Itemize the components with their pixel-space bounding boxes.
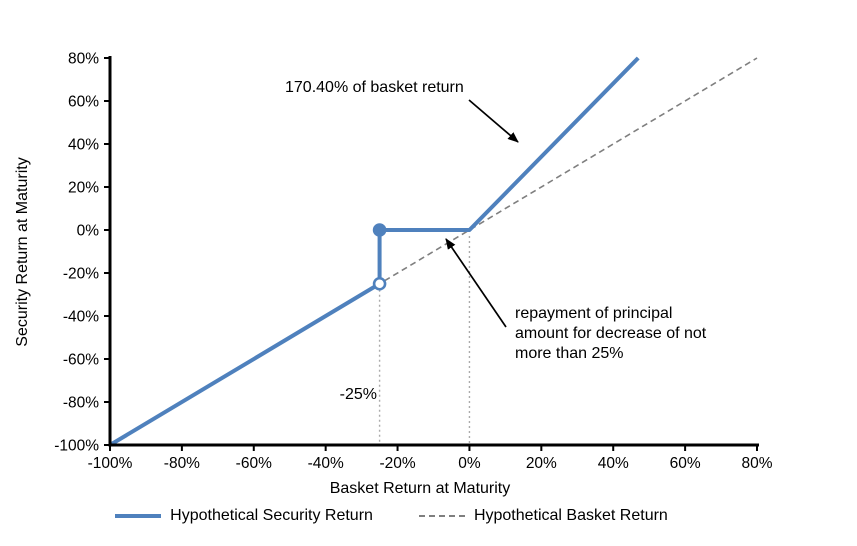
legend-swatch-solid-line — [115, 514, 162, 518]
x-tick-label: 60% — [670, 455, 701, 472]
y-tick-label: 20% — [68, 180, 99, 197]
legend-label-basket-return: Hypothetical Basket Return — [473, 507, 668, 524]
y-tick-label: -20% — [63, 266, 99, 283]
x-tick-label: -80% — [164, 455, 200, 472]
annotation-arrow-principal-repayment — [445, 238, 507, 328]
x-axis-title: Basket Return at Maturity — [330, 480, 511, 497]
legend-item-basket-return: Hypothetical Basket Return — [418, 507, 668, 525]
annotation-buffer-level: -25% — [340, 386, 377, 403]
y-tick-label: -60% — [63, 352, 99, 369]
filled-marker — [372, 223, 387, 237]
y-tick-label: 40% — [68, 137, 99, 154]
x-tick-label: 0% — [458, 455, 481, 472]
legend-label-security-return: Hypothetical Security Return — [170, 507, 373, 524]
open-marker — [372, 276, 387, 291]
x-tick-label: -100% — [88, 455, 133, 472]
annotation-participation: 170.40% of basket return — [285, 79, 464, 96]
x-tick-label: 80% — [741, 455, 772, 472]
chart-legend: Hypothetical Security Return Hypothetica… — [0, 507, 857, 525]
annotation-principal-repayment: repayment of principal amount for decreas… — [515, 305, 707, 362]
x-tick-label: 20% — [526, 455, 557, 472]
y-tick-label: 80% — [68, 51, 99, 68]
x-tick-label: -40% — [308, 455, 344, 472]
y-tick-label: 0% — [77, 223, 100, 240]
y-tick-label: -80% — [63, 395, 99, 412]
y-axis-title: Security Return at Maturity — [14, 157, 31, 346]
legend-item-security-return: Hypothetical Security Return — [115, 507, 373, 525]
annotation-arrow-participation — [468, 99, 519, 143]
y-tick-label: 60% — [68, 94, 99, 111]
x-tick-label: -60% — [236, 455, 272, 472]
x-tick-label: -20% — [379, 455, 415, 472]
x-tick-label: 40% — [598, 455, 629, 472]
y-tick-label: -100% — [54, 438, 99, 455]
legend-swatch-dashed-line — [418, 515, 465, 517]
y-tick-label: -40% — [63, 309, 99, 326]
